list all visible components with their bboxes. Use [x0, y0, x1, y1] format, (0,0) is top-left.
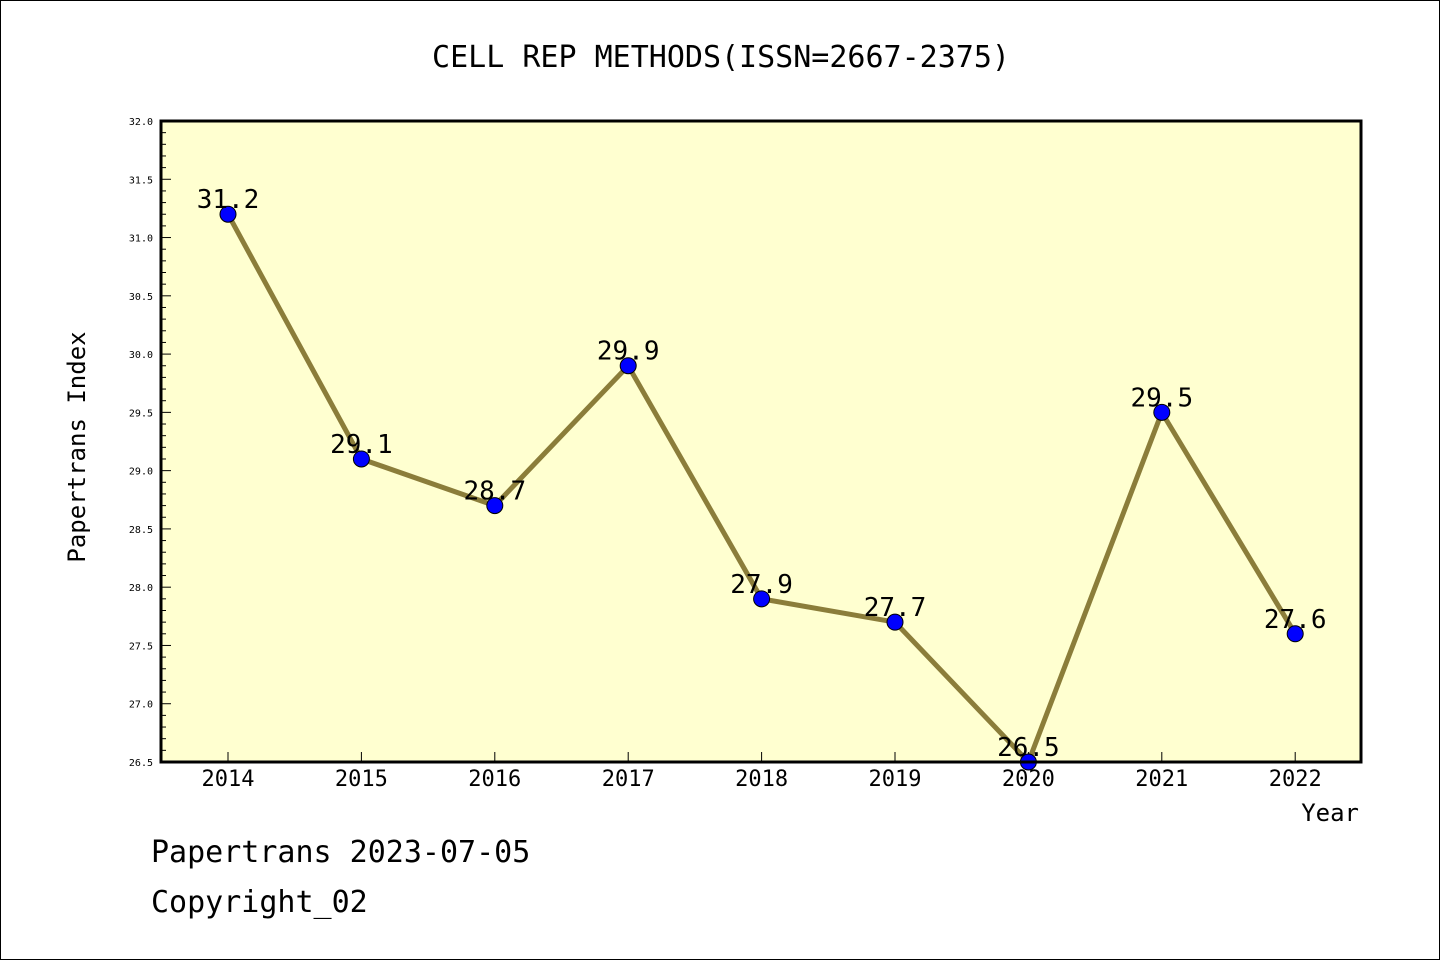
- x-tick-label: 2021: [1135, 767, 1188, 792]
- data-point-marker: [753, 590, 771, 608]
- data-label: 27.7: [864, 593, 927, 623]
- y-tick-label: 27.5: [129, 641, 153, 652]
- data-label: 29.9: [597, 337, 660, 367]
- y-tick-label: 28.5: [129, 525, 153, 536]
- y-axis-title: Papertrans Index: [63, 331, 91, 562]
- x-tick-label: 2015: [335, 767, 388, 792]
- y-tick-label: 29.5: [129, 408, 153, 419]
- chart-title: CELL REP METHODS(ISSN=2667-2375): [432, 40, 1010, 75]
- data-point-marker: [619, 357, 637, 375]
- y-tick-label: 30.5: [129, 292, 153, 303]
- data-label: 31.2: [197, 185, 260, 215]
- footer-date-text: Papertrans 2023-07-05: [151, 835, 531, 870]
- data-point-marker: [1153, 403, 1171, 421]
- y-tick-label: 30.0: [129, 350, 153, 361]
- data-point-marker: [1286, 625, 1304, 643]
- x-tick-label: 2022: [1269, 767, 1322, 792]
- data-label: 29.1: [330, 430, 393, 460]
- data-label: 26.5: [997, 733, 1060, 763]
- x-tick-label: 2019: [869, 767, 922, 792]
- plot-border: [159, 119, 1363, 764]
- x-axis: 2014 2015 2016 2017 2018 2019 2020 2021 2022: [202, 752, 1322, 792]
- y-tick-label: 29.0: [129, 467, 153, 478]
- data-label: 29.5: [1130, 383, 1193, 413]
- y-tick-label: 31.5: [129, 175, 153, 186]
- series-line-group: 31.2 29.1 28.7 29.9 27.9 27.7 26.5 29.5 27.6: [197, 185, 1327, 771]
- y-tick-label: 26.5: [129, 758, 153, 769]
- y-tick-label: 31.0: [129, 234, 153, 245]
- data-point-marker: [352, 450, 370, 468]
- y-axis: 26.5 27.0 27.5 28.0 28.5 29.0 29.5 30.0 30.5 31.0…: [129, 117, 171, 769]
- data-label: 28.7: [463, 477, 526, 507]
- x-tick-label: 2020: [1002, 767, 1055, 792]
- y-tick-label: 27.0: [129, 700, 153, 711]
- x-tick-label: 2016: [468, 767, 521, 792]
- y-tick-label: 32.0: [129, 117, 153, 128]
- data-point-marker: [886, 613, 904, 631]
- data-label: 27.6: [1264, 605, 1327, 635]
- data-label: 27.9: [730, 570, 793, 600]
- data-point-marker: [219, 205, 237, 223]
- x-axis-title: Year: [1301, 799, 1359, 827]
- plot-area: [161, 121, 1361, 762]
- y-tick-label: 28.0: [129, 583, 153, 594]
- footer-copyright-text: Copyright_02: [151, 885, 368, 920]
- x-tick-label: 2014: [202, 767, 255, 792]
- x-tick-label: 2017: [602, 767, 655, 792]
- data-point-marker: [486, 497, 504, 515]
- x-tick-label: 2018: [735, 767, 788, 792]
